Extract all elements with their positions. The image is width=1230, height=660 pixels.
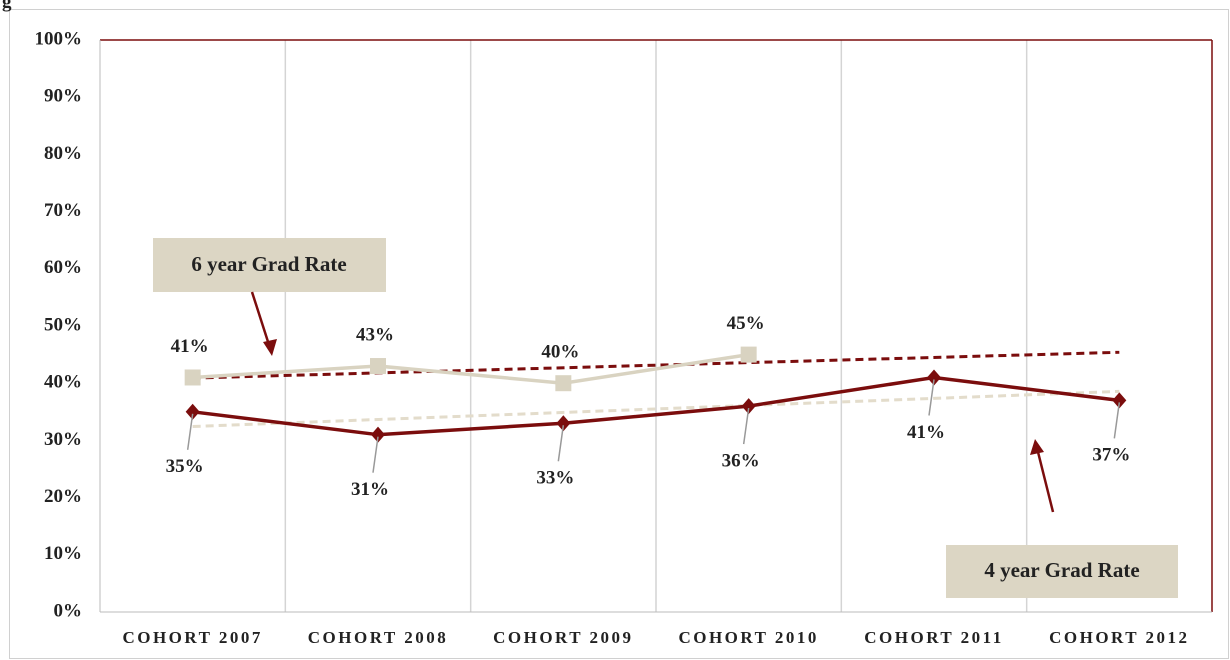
y-tick-label: 100%	[35, 28, 83, 49]
marker	[556, 415, 571, 432]
y-tick-label: 10%	[44, 543, 82, 564]
leader-line	[372, 436, 379, 473]
annotation: 4 year Grad Rate	[984, 558, 1139, 582]
series-line	[192, 352, 749, 385]
y-tick-label: 60%	[44, 257, 82, 278]
y-tick-label: 30%	[44, 429, 82, 450]
leader-line	[186, 413, 194, 450]
series-line	[192, 375, 1120, 437]
marker	[740, 346, 757, 363]
leader-line	[1113, 402, 1121, 439]
y-tick-label: 40%	[44, 372, 82, 393]
y-tick-label: 0%	[54, 600, 83, 621]
data-label: 33%	[536, 468, 574, 489]
chart-frame	[9, 9, 1229, 659]
data-label: 45%	[727, 313, 765, 334]
marker	[184, 369, 201, 386]
data-label: 36%	[722, 450, 760, 471]
annotation-box	[153, 238, 386, 292]
annotation-arrow	[250, 291, 272, 349]
marker	[555, 375, 572, 392]
leader-line	[742, 407, 750, 445]
marker	[371, 426, 385, 443]
annotation-arrowhead	[263, 339, 277, 356]
marker	[1112, 392, 1127, 409]
x-tick-label: COHORT 2012	[1049, 628, 1189, 647]
data-label: 43%	[356, 324, 394, 345]
y-tick-label: 70%	[44, 200, 82, 221]
leader-line	[557, 425, 565, 462]
data-label: 31%	[351, 479, 389, 500]
x-tick-label: COHORT 2007	[122, 628, 262, 647]
y-tick-label: 90%	[44, 86, 82, 107]
marker	[741, 398, 756, 415]
data-label: 40%	[541, 342, 579, 363]
annotation-arrowhead	[1030, 439, 1044, 455]
annotation: 6 year Grad Rate	[191, 252, 346, 276]
annotation-arrow	[1035, 447, 1055, 513]
y-tick-label: 50%	[44, 314, 82, 335]
annotation-box	[946, 545, 1178, 598]
x-tick-label: COHORT 2009	[493, 628, 633, 647]
leader-line	[928, 379, 935, 416]
x-tick-label: COHORT 2008	[308, 628, 448, 647]
y-tick-label: 20%	[44, 486, 82, 507]
data-label: 41%	[171, 336, 209, 357]
x-tick-label: COHORT 2011	[864, 628, 1003, 647]
y-tick-label: 80%	[44, 143, 82, 164]
trendline	[192, 389, 1120, 429]
marker	[185, 403, 200, 420]
marker	[927, 369, 941, 386]
x-tick-label: COHORT 2010	[678, 628, 818, 647]
data-label: 37%	[1092, 445, 1130, 466]
marker	[370, 358, 386, 375]
chart-title: g	[2, 0, 12, 12]
data-label: 41%	[907, 422, 945, 443]
trendline	[192, 350, 1120, 380]
data-label: 35%	[166, 456, 204, 477]
